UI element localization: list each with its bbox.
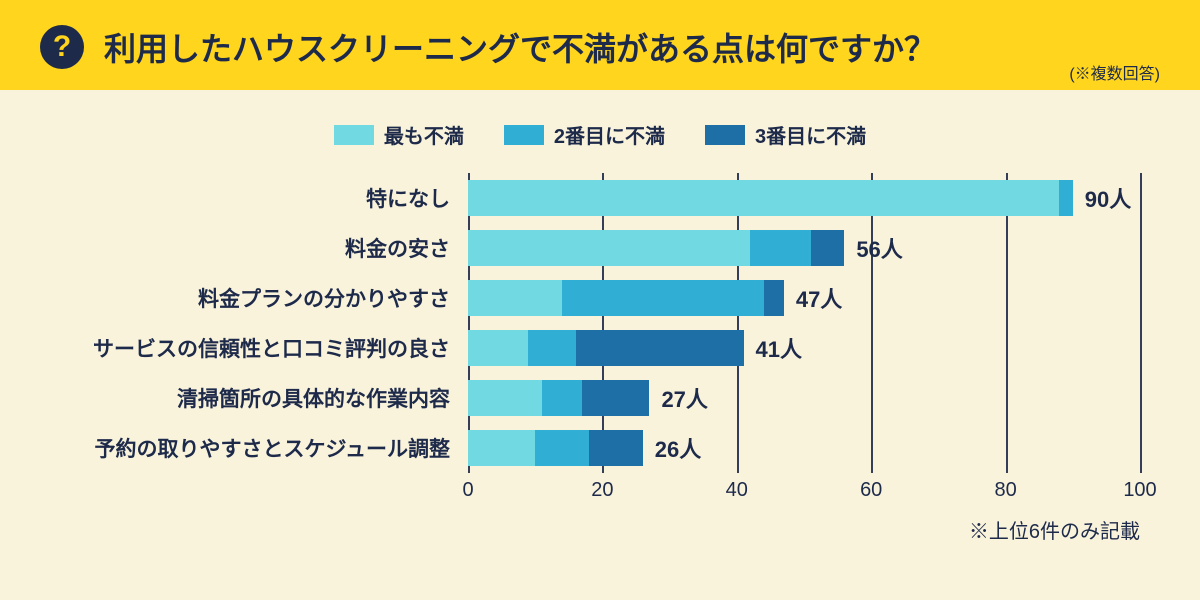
bar-value-label: 27人 bbox=[661, 382, 707, 414]
x-axis: 020406080100 bbox=[468, 477, 1140, 507]
bar-segment bbox=[811, 230, 845, 266]
legend-item: 最も不満 bbox=[334, 120, 464, 149]
grid-line bbox=[1140, 423, 1142, 473]
bar-segment bbox=[562, 280, 764, 316]
chart-title: 利用したハウスクリーニングで不満がある点は何ですか？ bbox=[104, 24, 936, 70]
bar-segment bbox=[468, 280, 562, 316]
bar-label: 予約の取りやすさとスケジュール調整 bbox=[60, 423, 460, 473]
chart-subnote: (※複数回答) bbox=[1069, 60, 1160, 84]
x-tick-label: 100 bbox=[1123, 479, 1156, 502]
bar-segment bbox=[468, 380, 542, 416]
bar-track bbox=[468, 180, 1140, 216]
bar-segment bbox=[750, 230, 810, 266]
bar-value-label: 47人 bbox=[796, 282, 842, 314]
legend-swatch bbox=[334, 125, 374, 145]
bar-label: サービスの信頼性と口コミ評判の良さ bbox=[60, 323, 460, 373]
bar-segment bbox=[468, 330, 528, 366]
bar-value-label: 56人 bbox=[856, 232, 902, 264]
bar-track bbox=[468, 430, 1140, 466]
chart-container: 最も不満 2番目に不満 3番目に不満 特になし 90人料金の安さ 56人料金プランの分か… bbox=[0, 90, 1200, 544]
x-tick-label: 60 bbox=[860, 479, 882, 502]
bar-segment bbox=[528, 330, 575, 366]
bar-segment bbox=[1059, 180, 1072, 216]
bar-plot: 26人 bbox=[468, 423, 1140, 473]
bar-value-label: 26人 bbox=[655, 432, 701, 464]
grid-line bbox=[1140, 173, 1142, 223]
bar-segment bbox=[535, 430, 589, 466]
legend-label: 最も不満 bbox=[384, 120, 464, 149]
bar-track bbox=[468, 230, 1140, 266]
bar-label: 特になし bbox=[60, 173, 460, 223]
x-tick-label: 40 bbox=[726, 479, 748, 502]
legend-item: 2番目に不満 bbox=[504, 120, 665, 149]
bar-plot: 41人 bbox=[468, 323, 1140, 373]
bar-label: 清掃箇所の具体的な作業内容 bbox=[60, 373, 460, 423]
bar-chart: 特になし 90人料金の安さ 56人料金プランの分かりやすさ 47人サービスの信頼性と口… bbox=[60, 173, 1140, 544]
grid-line bbox=[1140, 273, 1142, 323]
legend-label: 3番目に不満 bbox=[755, 120, 866, 149]
bar-segment bbox=[468, 230, 750, 266]
chart-header: ? 利用したハウスクリーニングで不満がある点は何ですか？ (※複数回答) bbox=[0, 0, 1200, 90]
bar-track bbox=[468, 330, 1140, 366]
bar-value-label: 41人 bbox=[756, 332, 802, 364]
bar-track bbox=[468, 380, 1140, 416]
chart-footer-note: ※上位6件のみ記載 bbox=[468, 515, 1140, 544]
legend-swatch bbox=[504, 125, 544, 145]
bar-value-label: 90人 bbox=[1085, 182, 1131, 214]
bar-label: 料金の安さ bbox=[60, 223, 460, 273]
bar-segment bbox=[582, 380, 649, 416]
bar-plot: 56人 bbox=[468, 223, 1140, 273]
x-tick-label: 20 bbox=[591, 479, 613, 502]
grid-line bbox=[1140, 223, 1142, 273]
legend-label: 2番目に不満 bbox=[554, 120, 665, 149]
bar-segment bbox=[468, 180, 1059, 216]
bar-plot: 47人 bbox=[468, 273, 1140, 323]
axis-spacer bbox=[60, 473, 460, 507]
chart-legend: 最も不満 2番目に不満 3番目に不満 bbox=[60, 120, 1140, 149]
bar-segment bbox=[468, 430, 535, 466]
grid-line bbox=[1140, 323, 1142, 373]
bar-plot: 90人 bbox=[468, 173, 1140, 223]
question-icon: ? bbox=[40, 25, 84, 69]
x-tick-label: 0 bbox=[462, 479, 473, 502]
bar-segment bbox=[542, 380, 582, 416]
bar-segment bbox=[589, 430, 643, 466]
legend-swatch bbox=[705, 125, 745, 145]
footer-spacer bbox=[60, 507, 460, 544]
bar-plot: 27人 bbox=[468, 373, 1140, 423]
bar-label: 料金プランの分かりやすさ bbox=[60, 273, 460, 323]
bar-segment bbox=[576, 330, 744, 366]
bar-segment bbox=[764, 280, 784, 316]
grid-line bbox=[1140, 373, 1142, 423]
legend-item: 3番目に不満 bbox=[705, 120, 866, 149]
x-tick-label: 80 bbox=[994, 479, 1016, 502]
